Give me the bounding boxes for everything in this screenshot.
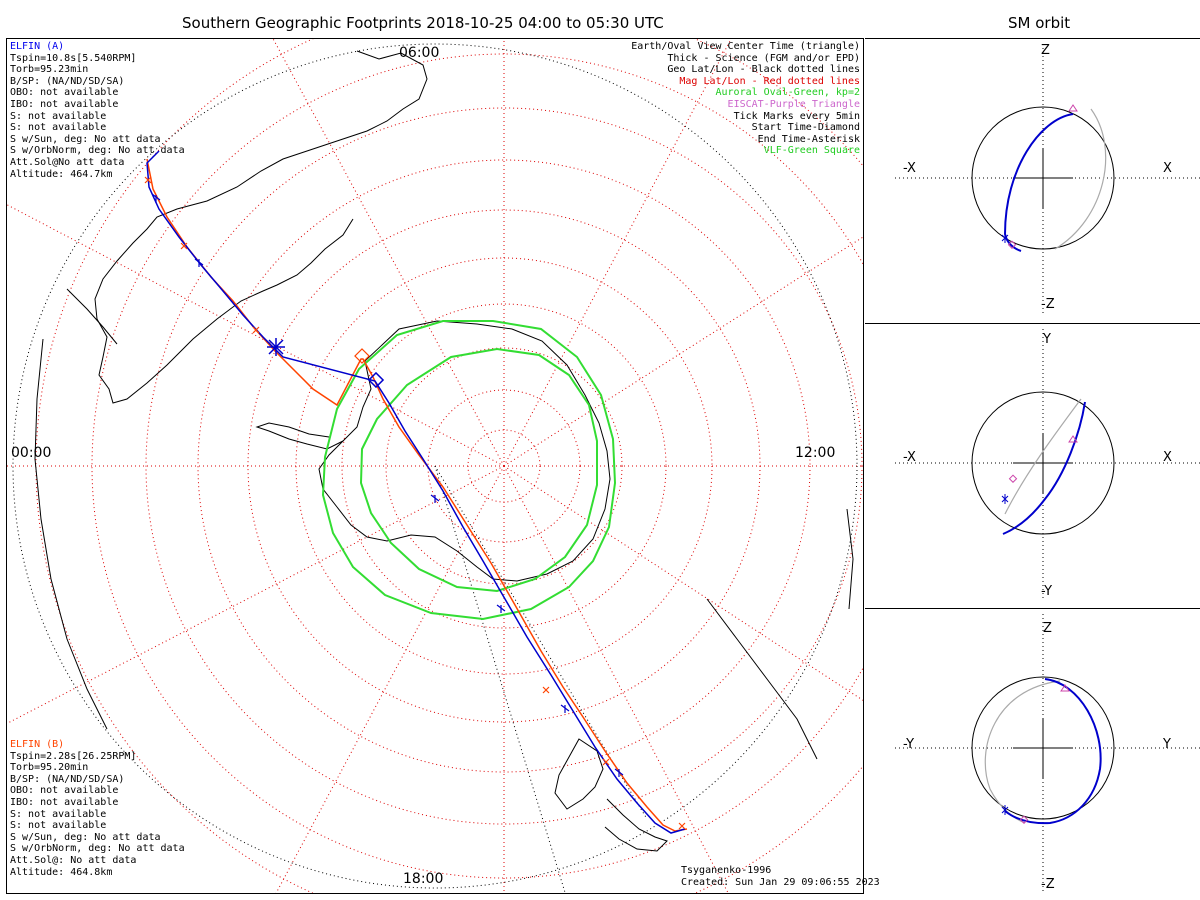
legend-item: EISCAT-Purple Triangle: [727, 98, 860, 110]
sm-xz-bottom-label: -Z: [1041, 297, 1055, 312]
geo-grid: [12, 43, 858, 893]
sm-orbit-plot-yz: [895, 614, 1200, 894]
sm-xy-left-label: -X: [903, 450, 916, 465]
elfin-b-tick-marks: [144, 176, 686, 830]
legend-item: Mag Lat/Lon - Red dotted lines: [679, 75, 860, 87]
elfin-b-info-line: S: not available: [10, 820, 107, 832]
elfin-b-track: [146, 158, 688, 832]
sm-xz-right-label: X: [1163, 161, 1172, 176]
auroral-ovals: [321, 320, 617, 621]
elfin-a-info-line: S w/Sun, deg: No att data: [10, 133, 161, 145]
elfin-b-info-line: S: not available: [10, 808, 107, 820]
elfin-b-info-line: B/SP: (NA/ND/SD/SA): [10, 773, 125, 785]
legend-item: Start Time-Diamond: [751, 122, 860, 134]
legend-item: Auroral Oval-Green, kp=2: [715, 87, 861, 99]
elfin-a-info-line: Altitude: 464.7km: [10, 168, 113, 180]
sm-orbit-panel-xy: Y -Y -X X: [865, 323, 1200, 609]
main-title: Southern Geographic Footprints 2018-10-2…: [182, 14, 664, 32]
clock-label-top: 06:00: [399, 45, 440, 61]
sm-yz-bottom-label: -Z: [1041, 877, 1055, 892]
elfin-a-end-asterisk: [267, 338, 285, 356]
sm-xy-bottom-label: -Y: [1041, 584, 1053, 599]
sm-yz-right-label: Y: [1163, 737, 1171, 752]
elfin-b-name: ELFIN (B): [10, 739, 65, 750]
elfin-a-info-line: Tspin=10.8s[5.540RPM]: [10, 52, 137, 64]
elfin-a-info: ELFIN (A) Tspin=10.8s[5.540RPM] Torb=95.2…: [10, 41, 185, 180]
footprint-map: [7, 39, 863, 893]
sm-orbit-plot-xy: [895, 329, 1200, 599]
legend-item: Earth/Oval View Center Time (triangle): [631, 41, 860, 52]
elfin-a-info-line: IBO: not available: [10, 98, 119, 110]
elfin-b-lines: Tspin=2.28s[26.25RPM] Torb=95.20min B/SP: …: [10, 751, 185, 879]
elfin-a-lines: Tspin=10.8s[5.540RPM] Torb=95.23min B/SP: …: [10, 53, 185, 181]
sm-yz-top-label: Z: [1043, 621, 1052, 636]
elfin-b-start-diamond: [354, 348, 370, 364]
elfin-b-info-line: Altitude: 464.8km: [10, 866, 113, 878]
elfin-b-info-line: S w/Sun, deg: No att data: [10, 831, 161, 843]
elfin-a-info-line: Att.Sol@No att data: [10, 156, 125, 168]
sm-orbit-plot-xz: [895, 44, 1200, 314]
elfin-a-info-line: S: not available: [10, 110, 107, 122]
legend-item: Thick - Science (FGM and/or EPD): [667, 52, 860, 64]
legend-item: Geo Lat/Lon - Black dotted lines: [667, 64, 860, 76]
sm-orbit-title: SM orbit: [1008, 14, 1071, 32]
sm-xz-top-label: Z: [1041, 43, 1050, 58]
legend-item: Tick Marks every 5min: [733, 110, 860, 122]
sm-orbit-panel-xz: Z -Z -X X: [865, 38, 1200, 324]
clock-label-bottom: 18:00: [403, 871, 444, 887]
elfin-a-info-line: OBO: not available: [10, 87, 119, 99]
elfin-a-name: ELFIN (A): [10, 41, 65, 52]
footprint-map-panel: 06:00 00:00 12:00 18:00 ELFIN (A) Tspin=…: [6, 38, 880, 894]
elfin-a-info-line: B/SP: (NA/ND/SD/SA): [10, 75, 125, 87]
clock-label-left: 00:00: [11, 445, 52, 461]
elfin-b-info-line: S w/OrbNorm, deg: No att data: [10, 843, 185, 855]
sm-xz-left-label: -X: [903, 161, 916, 176]
elfin-b-info-line: Torb=95.20min: [10, 762, 89, 774]
legend: Earth/Oval View Center Time (triangle) Th…: [631, 41, 860, 157]
elfin-a-start-diamond: [367, 371, 385, 389]
track-tick-marks: [151, 193, 624, 777]
elfin-b-info-line: OBO: not available: [10, 785, 119, 797]
sm-xy-top-label: Y: [1043, 332, 1051, 347]
elfin-a-track: [146, 150, 686, 834]
created-label: Created: Sun Jan 29 09:06:55 2023: [681, 877, 880, 888]
elfin-b-info-line: Tspin=2.28s[26.25RPM]: [10, 750, 137, 762]
sm-yz-left-label: -Y: [903, 737, 915, 752]
elfin-b-info-line: IBO: not available: [10, 796, 119, 808]
legend-item: VLF-Green Square: [763, 145, 860, 157]
elfin-b-info: ELFIN (B) Tspin=2.28s[26.25RPM] Torb=95.2…: [10, 739, 185, 878]
elfin-b-info-line: Att.Sol@: No att data: [10, 854, 137, 866]
sm-xy-right-label: X: [1163, 450, 1172, 465]
elfin-a-info-line: S: not available: [10, 122, 107, 134]
clock-label-right: 12:00: [795, 445, 836, 461]
elfin-a-info-line: Torb=95.23min: [10, 64, 89, 76]
legend-item: End Time-Asterisk: [757, 133, 860, 145]
elfin-a-info-line: S w/OrbNorm, deg: No att data: [10, 145, 185, 157]
sm-orbit-panel-yz: Z -Z -Y Y: [865, 608, 1200, 900]
mag-grid: [7, 39, 863, 893]
model-label: Tsyganenko-1996: [681, 865, 772, 876]
